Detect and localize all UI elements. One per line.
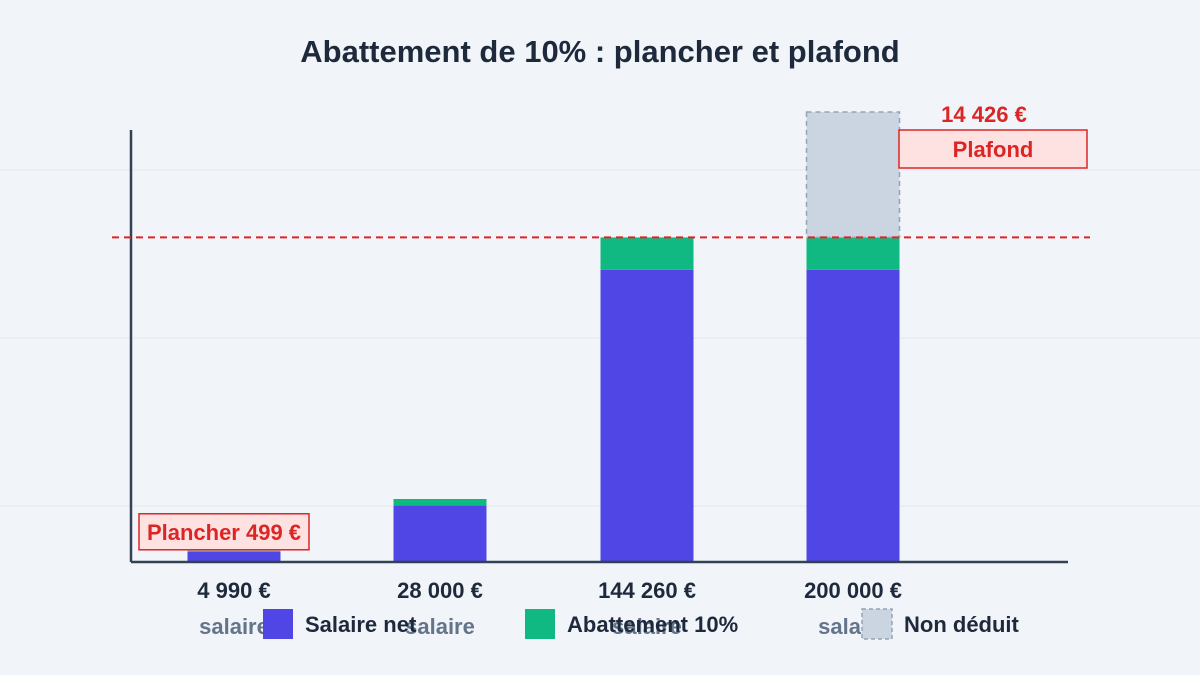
bar-non-deduit-3 bbox=[805, 111, 901, 239]
bar-salaire-net-3 bbox=[806, 269, 900, 562]
bar-abattement-0 bbox=[187, 550, 281, 552]
plancher-annotation-label: Plancher 499 € bbox=[147, 520, 301, 545]
chart-title: Abattement de 10% : plancher et plafond bbox=[300, 34, 900, 69]
plafond-amount-label: 14 426 € bbox=[941, 102, 1027, 127]
legend-label: Salaire net bbox=[305, 612, 417, 637]
x-tick-label: 4 990 € bbox=[197, 578, 270, 603]
bar-abattement-2 bbox=[600, 237, 694, 270]
x-tick-sublabel: salaire bbox=[612, 614, 682, 639]
x-tick-sublabel: salaire bbox=[199, 614, 269, 639]
legend-swatch-abattement bbox=[525, 609, 555, 639]
plancher-annotation-box bbox=[138, 513, 310, 551]
x-tick-label: 144 260 € bbox=[598, 578, 696, 603]
legend-swatch-non-deduit bbox=[861, 608, 893, 640]
bar-salaire-net-0 bbox=[187, 551, 281, 562]
legend-label: Abattement 10% bbox=[567, 612, 738, 637]
bar-salaire-net-2 bbox=[600, 269, 694, 562]
plafond-annotation-box bbox=[898, 129, 1088, 169]
plafond-annotation-label: Plafond bbox=[953, 137, 1034, 162]
legend-label: Non déduit bbox=[904, 612, 1020, 637]
x-tick-sublabel: salaire bbox=[405, 614, 475, 639]
bar-salaire-net-1 bbox=[393, 505, 487, 562]
x-tick-label: 200 000 € bbox=[804, 578, 902, 603]
legend-swatch-salaire-net bbox=[263, 609, 293, 639]
bar-abattement-1 bbox=[393, 499, 487, 506]
bar-abattement-3 bbox=[806, 237, 900, 270]
x-tick-label: 28 000 € bbox=[397, 578, 483, 603]
